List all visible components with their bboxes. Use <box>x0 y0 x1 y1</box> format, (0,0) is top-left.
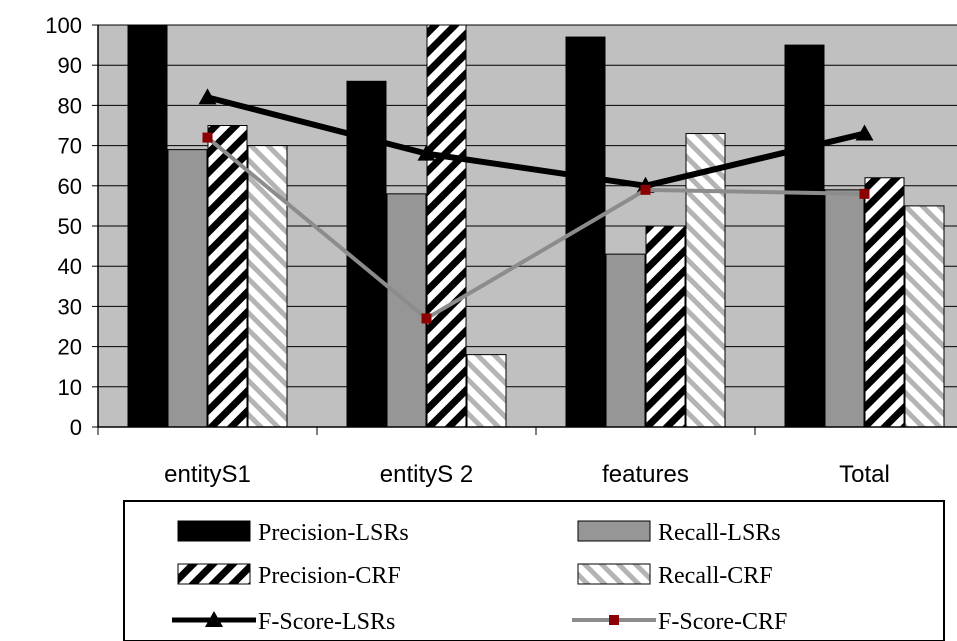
marker-f-score-lsrs <box>198 88 217 105</box>
y-tick-label: 40 <box>58 254 82 279</box>
bars <box>127 24 945 428</box>
y-tick-label: 80 <box>58 93 82 118</box>
bar-recall-crf <box>466 354 507 428</box>
x-tick-label: features <box>602 461 689 488</box>
bar-recall-crf <box>904 205 945 428</box>
bar-recall-crf <box>247 145 288 428</box>
legend-label-recall-crf: Recall-CRF <box>658 563 773 589</box>
legend-swatch-recall-lsrs <box>577 520 651 542</box>
bar-precision-crf <box>645 225 686 428</box>
lines <box>198 88 874 324</box>
y-tick-label: 0 <box>70 415 82 440</box>
x-tick-label: entityS 2 <box>380 461 473 488</box>
y-tick-label: 10 <box>58 375 82 400</box>
bar-recall-lsrs <box>824 189 865 428</box>
legend-swatch-precision-lsrs <box>177 520 251 542</box>
legend-label-precision-crf: Precision-CRF <box>258 563 401 589</box>
bar-recall-lsrs <box>167 149 208 428</box>
legend-box <box>123 500 945 641</box>
marker-f-score-crf <box>421 313 432 324</box>
y-tick-label: 70 <box>58 134 82 159</box>
bar-precision-lsrs <box>127 24 168 428</box>
marker-f-score-lsrs <box>417 144 436 161</box>
y-tick-label: 50 <box>58 214 82 239</box>
axes: 0 10 20 30 40 50 60 70 80 90 100 entityS1 entityS 2 f… <box>45 13 957 488</box>
y-tick-label: 100 <box>45 13 82 38</box>
legend-label-precision-lsrs: Precision-LSRs <box>258 520 409 546</box>
bar-precision-crf <box>426 24 467 428</box>
x-tick-label: entityS1 <box>164 461 251 488</box>
bar-recall-lsrs <box>605 253 646 428</box>
legend-label-recall-lsrs: Recall-LSRs <box>658 520 781 546</box>
x-tick-label: Total <box>839 461 890 488</box>
y-tick-label: 30 <box>58 294 82 319</box>
y-tick-label: 90 <box>58 53 82 78</box>
marker-f-score-crf <box>640 184 651 195</box>
marker-f-score-lsrs <box>855 124 874 141</box>
legend-marker-f-score-lsrs <box>205 611 223 627</box>
legend-swatch-precision-crf <box>177 563 251 585</box>
legend-label-f-score-crf: F-Score-CRF <box>658 609 787 635</box>
line-f-score-lsrs <box>206 94 866 189</box>
bar-recall-crf <box>685 133 726 428</box>
marker-f-score-crf <box>859 188 870 199</box>
y-tick-label: 60 <box>58 174 82 199</box>
legend: Precision-LSRs Recall-LSRs Precision-CRF Re… <box>123 500 945 641</box>
legend-label-f-score-lsrs: F-Score-LSRs <box>258 609 395 635</box>
marker-f-score-crf <box>202 132 213 143</box>
bar-precision-lsrs <box>784 44 825 428</box>
line-f-score-crf <box>206 136 865 321</box>
legend-swatch-recall-crf <box>577 563 651 585</box>
bar-precision-crf <box>207 125 248 428</box>
legend-marker-f-score-crf <box>609 615 619 625</box>
bar-precision-crf <box>864 177 905 428</box>
y-tick-label: 20 <box>58 335 82 360</box>
bar-recall-lsrs <box>386 193 427 428</box>
